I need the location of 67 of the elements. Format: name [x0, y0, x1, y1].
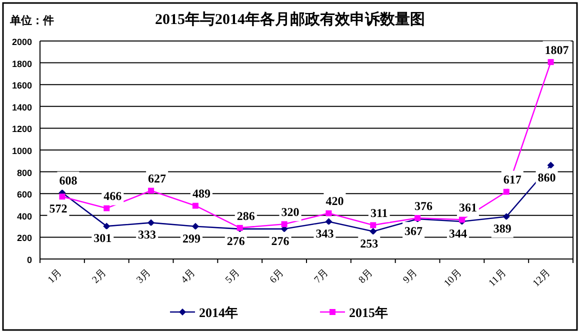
y-tick-label: 1600 [12, 80, 32, 91]
data-label: 617 [503, 172, 522, 187]
data-label: 420 [326, 194, 344, 208]
point [104, 205, 110, 212]
data-label: 286 [236, 208, 255, 223]
point [547, 162, 554, 169]
data-label: 1807 [544, 43, 569, 58]
data-label: 276 [271, 234, 290, 248]
data-label: 860 [538, 170, 556, 184]
point [370, 222, 376, 228]
x-tick-label: 9月 [401, 267, 420, 286]
data-label: 489 [192, 186, 210, 201]
point [326, 210, 332, 216]
data-label: 344 [448, 226, 467, 241]
data-label: 320 [281, 205, 300, 220]
data-label: 276 [226, 234, 245, 248]
data-label: 389 [493, 222, 512, 236]
y-tick-label: 400 [16, 211, 32, 222]
y-tick-label: 600 [16, 190, 32, 200]
data-label: 253 [360, 236, 378, 250]
text: 单位：件 [9, 14, 54, 27]
point [325, 218, 332, 226]
x-tick-label: 8月 [356, 267, 376, 286]
data-label: 627 [148, 172, 166, 186]
x-tick-label: 11月 [486, 267, 508, 290]
point [548, 59, 554, 66]
point [503, 188, 510, 195]
point [502, 213, 510, 220]
point [148, 219, 155, 226]
x-tick-label: 7月 [312, 267, 331, 286]
data-label: 361 [458, 200, 477, 215]
x-tick-label: 6月 [268, 267, 286, 286]
y-tick-label: 0 [26, 255, 32, 265]
y-tick-label: 1000 [12, 146, 32, 156]
y-tick-label: 1400 [12, 102, 32, 112]
y-tick-label: 2000 [12, 37, 32, 47]
y-tick-label: 200 [16, 233, 32, 244]
data-label: 299 [182, 231, 200, 246]
y-tick-label: 800 [16, 168, 32, 178]
x-tick-label: 12月 [530, 267, 553, 290]
data-label: 367 [404, 224, 423, 238]
point [192, 202, 198, 209]
point [103, 222, 110, 230]
x-tick-label: 5月 [224, 267, 242, 286]
legend-label: 2015年 [349, 305, 388, 320]
data-label: 572 [49, 202, 68, 216]
point [281, 221, 288, 228]
x-tick-label: 10月 [442, 267, 464, 290]
data-label: 301 [94, 231, 112, 246]
data-label: 376 [414, 199, 433, 214]
data-label: 333 [138, 228, 156, 242]
x-tick-label: 3月 [134, 267, 154, 286]
point [148, 188, 154, 194]
legend-label: 2014年 [199, 305, 238, 320]
x-tick-label: 4月 [179, 267, 198, 286]
point [59, 194, 66, 200]
data-label: 608 [59, 174, 78, 188]
data-label: 343 [316, 226, 334, 241]
point [370, 228, 377, 235]
data-label: 466 [104, 189, 122, 204]
y-tick-label: 1200 [12, 124, 32, 134]
x-tick-label: 1月 [46, 267, 64, 286]
data-label: 311 [370, 206, 388, 220]
y-tick-label: 1800 [12, 58, 32, 69]
chart-title: 2015年与2014年各月邮政有效申诉数量图 [155, 11, 425, 28]
x-tick-label: 2月 [90, 267, 109, 286]
point [192, 222, 199, 230]
